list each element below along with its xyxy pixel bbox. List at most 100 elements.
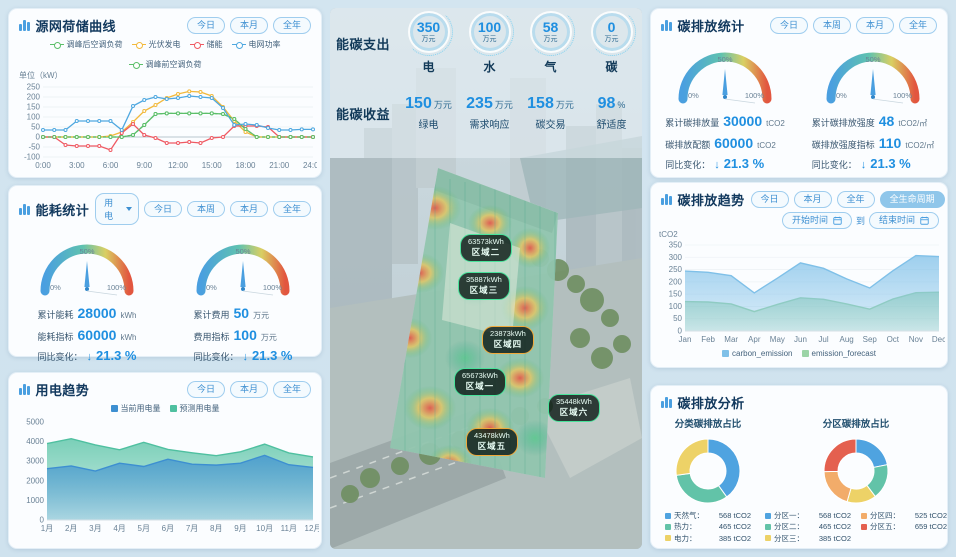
svg-text:1月: 1月 bbox=[41, 524, 53, 533]
kpi-name: 绿电 bbox=[418, 120, 439, 131]
range-button-year[interactable]: 全年 bbox=[272, 200, 311, 218]
range-button-week[interactable]: 本周 bbox=[812, 17, 851, 34]
zone-name: 区域五 bbox=[477, 441, 507, 452]
range-button-month[interactable]: 本月 bbox=[229, 381, 268, 398]
svg-text:9月: 9月 bbox=[234, 524, 246, 533]
gauge: 50% 0% 100% 累计费用 50 万元 费用指标 100 万元 同比变化： ↓ 21.3 % bbox=[165, 237, 321, 367]
range-button-year[interactable]: 全年 bbox=[272, 381, 311, 398]
legend-marker bbox=[128, 61, 143, 69]
svg-text:8月: 8月 bbox=[210, 524, 222, 533]
svg-text:100%: 100% bbox=[263, 283, 283, 292]
donut-slice[interactable] bbox=[855, 438, 888, 469]
range-button-group: 今日 本月 全年 全生命周期 bbox=[750, 191, 945, 208]
trend-down-icon: ↓ bbox=[86, 351, 93, 364]
legend-item[interactable]: carbon_emission bbox=[722, 348, 793, 358]
legend-item[interactable]: 光伏发电 bbox=[131, 39, 181, 50]
legend-item[interactable]: 热力： 465 tCO2 bbox=[665, 521, 751, 532]
value-ring: 0 万元 bbox=[587, 8, 636, 56]
kpi-value: 98 bbox=[597, 95, 616, 112]
svg-text:4月: 4月 bbox=[113, 524, 125, 533]
zone-tag[interactable]: 65673kWh 区域一 bbox=[454, 368, 506, 396]
legend-value: 465 tCO2 bbox=[818, 522, 851, 532]
legend-swatch bbox=[861, 512, 867, 519]
legend-item[interactable]: 电力： 385 tCO2 bbox=[665, 533, 751, 544]
svg-text:4000: 4000 bbox=[26, 437, 44, 446]
legend-item[interactable]: 分区五： 659 tCO2 bbox=[861, 521, 947, 532]
legend-marker bbox=[189, 41, 204, 49]
energy-type-select[interactable]: 用电 bbox=[95, 193, 139, 225]
zone-tag[interactable]: 43478kWh 区域五 bbox=[466, 428, 518, 456]
chart-legend: 调峰后空调负荷 光伏发电 储能 电网功率调峰前空调负荷 bbox=[9, 37, 321, 70]
range-button-month[interactable]: 本月 bbox=[855, 17, 894, 34]
zone-tag[interactable]: 35887kWh 区域三 bbox=[458, 272, 510, 300]
range-button-month[interactable]: 本月 bbox=[229, 200, 268, 218]
zone-value: 63573kWh bbox=[468, 237, 504, 246]
panel-title: 能耗统计 bbox=[35, 202, 90, 218]
kpi-unit: % bbox=[617, 100, 626, 110]
range-button-year[interactable]: 全年 bbox=[272, 17, 311, 34]
legend-item[interactable]: 调峰后空调负荷 bbox=[49, 39, 123, 50]
zone-tag[interactable]: 63573kWh 区域二 bbox=[460, 234, 512, 262]
svg-text:Jun: Jun bbox=[794, 335, 807, 344]
gauge-stats: 累计碳排放强度 48 tCO2/㎡ 碳排放强度指标 110 tCO2/㎡ 同比变化： ↓ 21.… bbox=[812, 111, 935, 175]
range-button-today[interactable]: 今日 bbox=[143, 200, 182, 218]
stat-value: 50 bbox=[233, 305, 250, 321]
range-button-year[interactable]: 全年 bbox=[898, 17, 937, 34]
zone-tag[interactable]: 35448kWh 区域六 bbox=[548, 394, 600, 422]
value-ring: 100 万元 bbox=[465, 8, 514, 56]
svg-text:50%: 50% bbox=[235, 247, 250, 256]
kpi-unit: 万元 bbox=[604, 36, 619, 43]
range-button-week[interactable]: 本周 bbox=[186, 200, 225, 218]
legend-item[interactable]: 分区一： 568 tCO2 bbox=[765, 510, 851, 521]
legend-item[interactable]: 调峰前空调负荷 bbox=[128, 59, 202, 70]
legend-item[interactable]: 预测用电量 bbox=[169, 403, 220, 414]
donut-legend: 天然气： 568 tCO2 热力： 465 tCO2 电力： 385 tCO2 bbox=[665, 510, 751, 544]
legend-item[interactable]: emission_forecast bbox=[801, 349, 876, 358]
legend-item[interactable]: 电网功率 bbox=[231, 39, 281, 50]
kpi-name: 气 bbox=[544, 60, 557, 74]
legend-label: carbon_emission bbox=[732, 348, 793, 358]
svg-text:2000: 2000 bbox=[26, 476, 44, 485]
range-button-today[interactable]: 今日 bbox=[769, 17, 808, 34]
range-button-month[interactable]: 本月 bbox=[229, 17, 268, 34]
range-button-year[interactable]: 全年 bbox=[836, 191, 875, 208]
legend-item[interactable]: 当前用电量 bbox=[110, 403, 161, 414]
range-button-lifecycle[interactable]: 全生命周期 bbox=[879, 191, 945, 208]
legend-item[interactable]: 分区二： 465 tCO2 bbox=[765, 521, 851, 532]
donut-slice[interactable] bbox=[823, 470, 852, 503]
kpi-name: 水 bbox=[483, 60, 496, 74]
donut-title: 分区碳排放占比 bbox=[822, 419, 890, 430]
kpi-band: 能碳支出 350 万元电 100 万元水 58 万元气 0 万元碳 能碳收益 150 万元 绿电 2… bbox=[330, 8, 642, 148]
kpi-value-row: 150 万元 bbox=[405, 95, 452, 113]
panel-carbon-stats: 碳排放统计 今日 本周 本月 全年 50% 0% 100% 累计碳排放量 30000 tC… bbox=[650, 8, 948, 178]
building-3d-visualization[interactable]: 能碳支出 350 万元电 100 万元水 58 万元气 0 万元碳 能碳收益 150 万元 绿电 2… bbox=[330, 8, 642, 549]
chart-legend: 当前用电量 预测用电量 bbox=[9, 401, 321, 414]
donut-by-zone: 分区碳排放占比 分区一： 568 tCO2 分区二： 465 tCO2 分区三： 385 … bbox=[765, 416, 947, 544]
zone-tag[interactable]: 23873kWh 区域四 bbox=[482, 326, 534, 354]
legend-item[interactable]: 天然气： 568 tCO2 bbox=[665, 510, 751, 521]
svg-text:15:00: 15:00 bbox=[202, 161, 223, 170]
income-item: 235 万元 需求响应 bbox=[459, 95, 520, 131]
kpi-value-row: 235 万元 bbox=[466, 95, 513, 113]
stat-label: 碳排放强度指标 bbox=[811, 139, 875, 150]
range-button-today[interactable]: 今日 bbox=[186, 17, 225, 34]
legend-value: 568 tCO2 bbox=[818, 511, 851, 520]
range-button-group: 用电 今日 本周 本月 全年 bbox=[95, 193, 311, 225]
legend-item[interactable]: 储能 bbox=[189, 39, 223, 50]
donut-slice[interactable] bbox=[707, 438, 741, 498]
stat-value: 48 bbox=[878, 113, 895, 129]
range-button-today[interactable]: 今日 bbox=[750, 191, 789, 208]
range-button-today[interactable]: 今日 bbox=[186, 381, 225, 398]
donut-slice[interactable] bbox=[675, 472, 728, 504]
start-time-picker[interactable]: 开始时间 bbox=[781, 212, 852, 229]
donut-slice[interactable] bbox=[675, 438, 709, 476]
legend-item[interactable]: 分区四： 525 tCO2 bbox=[861, 510, 947, 521]
range-button-month[interactable]: 本月 bbox=[793, 191, 832, 208]
stat-value: 100 bbox=[233, 326, 257, 343]
end-time-picker[interactable]: 结束时间 bbox=[868, 212, 939, 229]
donut-slice[interactable] bbox=[823, 438, 857, 473]
energy-type-value: 用电 bbox=[104, 198, 114, 221]
legend-label: 电力： bbox=[674, 533, 697, 543]
kpi-unit: 万元 bbox=[482, 36, 497, 43]
legend-item[interactable]: 分区三： 385 tCO2 bbox=[765, 533, 851, 544]
